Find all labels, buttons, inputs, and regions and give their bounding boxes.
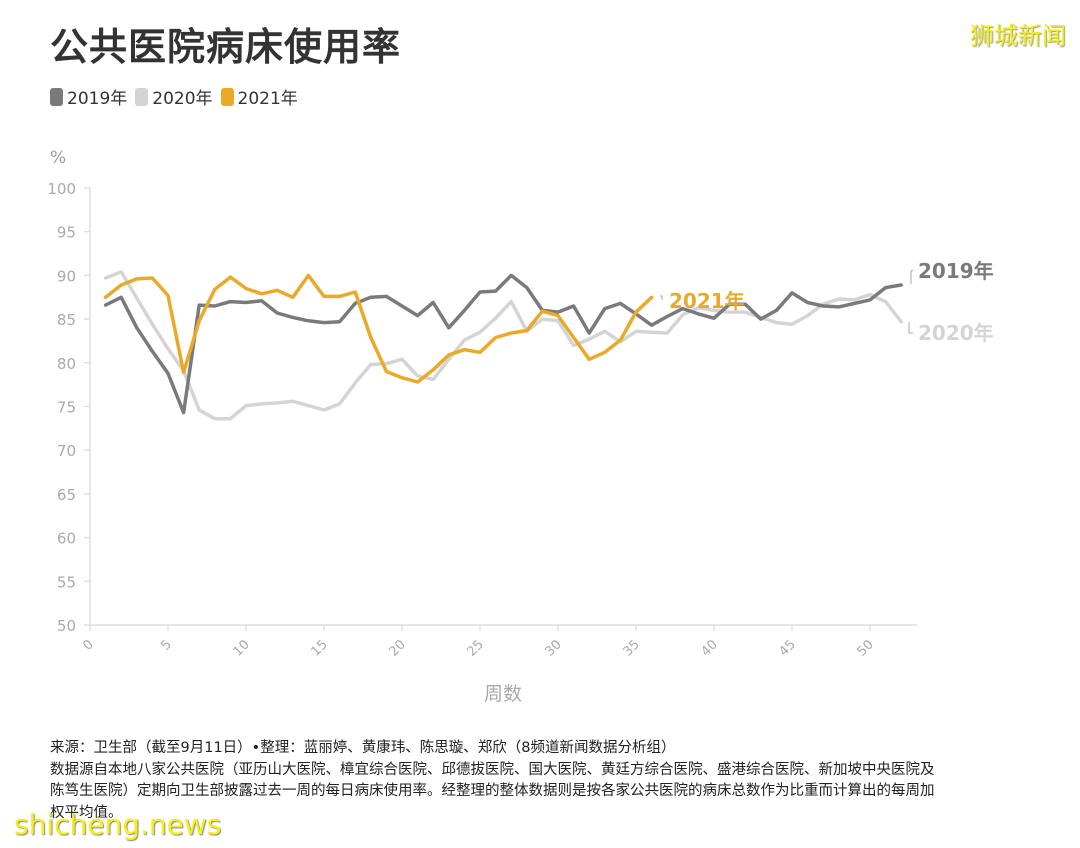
- x-tick-label: 40: [699, 637, 721, 659]
- x-tick-label: 25: [465, 637, 487, 659]
- x-tick-label: 35: [621, 637, 643, 659]
- x-tick-label: 50: [855, 637, 877, 659]
- note-line-2: 陈笃生医院）定期向卫生部披露过去一周的每日病床使用率。经整理的整体数据则是按各家…: [50, 783, 935, 799]
- legend-item-2020[interactable]: 2020年: [135, 84, 213, 109]
- y-tick-label: 70: [57, 442, 76, 460]
- x-tick-label: 30: [543, 637, 565, 659]
- y-tick-label: 85: [57, 311, 76, 329]
- y-tick-label: 95: [57, 224, 76, 242]
- series-line-2021: [103, 273, 654, 384]
- y-axis-unit: %: [50, 148, 67, 168]
- x-tick-label: 10: [231, 637, 253, 659]
- y-tick-label: 80: [57, 355, 76, 373]
- x-tick-label: 0: [80, 637, 96, 653]
- x-tick-label: 45: [777, 637, 799, 659]
- legend-label-2019: 2019年: [67, 89, 128, 109]
- y-tick-label: 75: [57, 399, 76, 417]
- series-line-2019: [103, 273, 903, 415]
- chart-title: 公共医院病床使用率: [50, 25, 402, 69]
- y-tick-label: 55: [57, 573, 76, 591]
- label-bracket-2021: [660, 295, 663, 300]
- legend-item-2021[interactable]: 2021年: [220, 84, 298, 109]
- source-line: 来源：卫生部（截至9月11日）•整理：蓝丽婷、黄康玮、陈思璇、郑欣（8频道新闻数…: [50, 740, 676, 756]
- end-label-2019: 2019年: [918, 259, 994, 283]
- source-notes: 来源：卫生部（截至9月11日）•整理：蓝丽婷、黄康玮、陈思璇、郑欣（8频道新闻数…: [50, 738, 1020, 824]
- y-tick-label: 65: [57, 486, 76, 504]
- x-axis-title: 周数: [484, 683, 522, 705]
- legend-label-2020: 2020年: [152, 89, 213, 109]
- x-tick-label: 5: [158, 637, 174, 653]
- label-bracket-2019: [910, 269, 914, 284]
- watermark: shicheng.news: [14, 808, 222, 841]
- legend: 2019年 2020年 2021年: [50, 84, 306, 109]
- end-label-2020: 2020年: [918, 321, 994, 345]
- legend-swatch-2021: [220, 87, 234, 106]
- legend-swatch-2020: [135, 87, 149, 106]
- y-tick-label: 50: [57, 617, 76, 635]
- note-line-3: 权平均值。: [50, 804, 123, 821]
- y-tick-label: 100: [47, 180, 76, 198]
- legend-item-2019[interactable]: 2019年: [50, 84, 127, 109]
- series-line-2020: [103, 270, 903, 421]
- note-line-1: 数据源自本地八家公共医院（亚历山大医院、樟宜综合医院、邱德拔医院、国大医院、黄廷…: [50, 761, 935, 778]
- end-label-2021: 2021年: [669, 289, 745, 313]
- x-tick-label: 15: [309, 637, 331, 659]
- legend-label-2021: 2021年: [237, 89, 298, 109]
- brand-logo: 狮城新闻: [970, 22, 1066, 50]
- line-chart: 50 55 60 65 70 75 80 85 90 95 100 0 5 10 15 20 25 30 35 40 4…: [47, 180, 994, 705]
- y-tick-label: 90: [57, 267, 76, 285]
- legend-swatch-2019: [50, 87, 63, 106]
- x-tick-label: 20: [387, 637, 409, 659]
- y-tick-label: 60: [57, 530, 76, 548]
- label-bracket-2020: [908, 322, 913, 334]
